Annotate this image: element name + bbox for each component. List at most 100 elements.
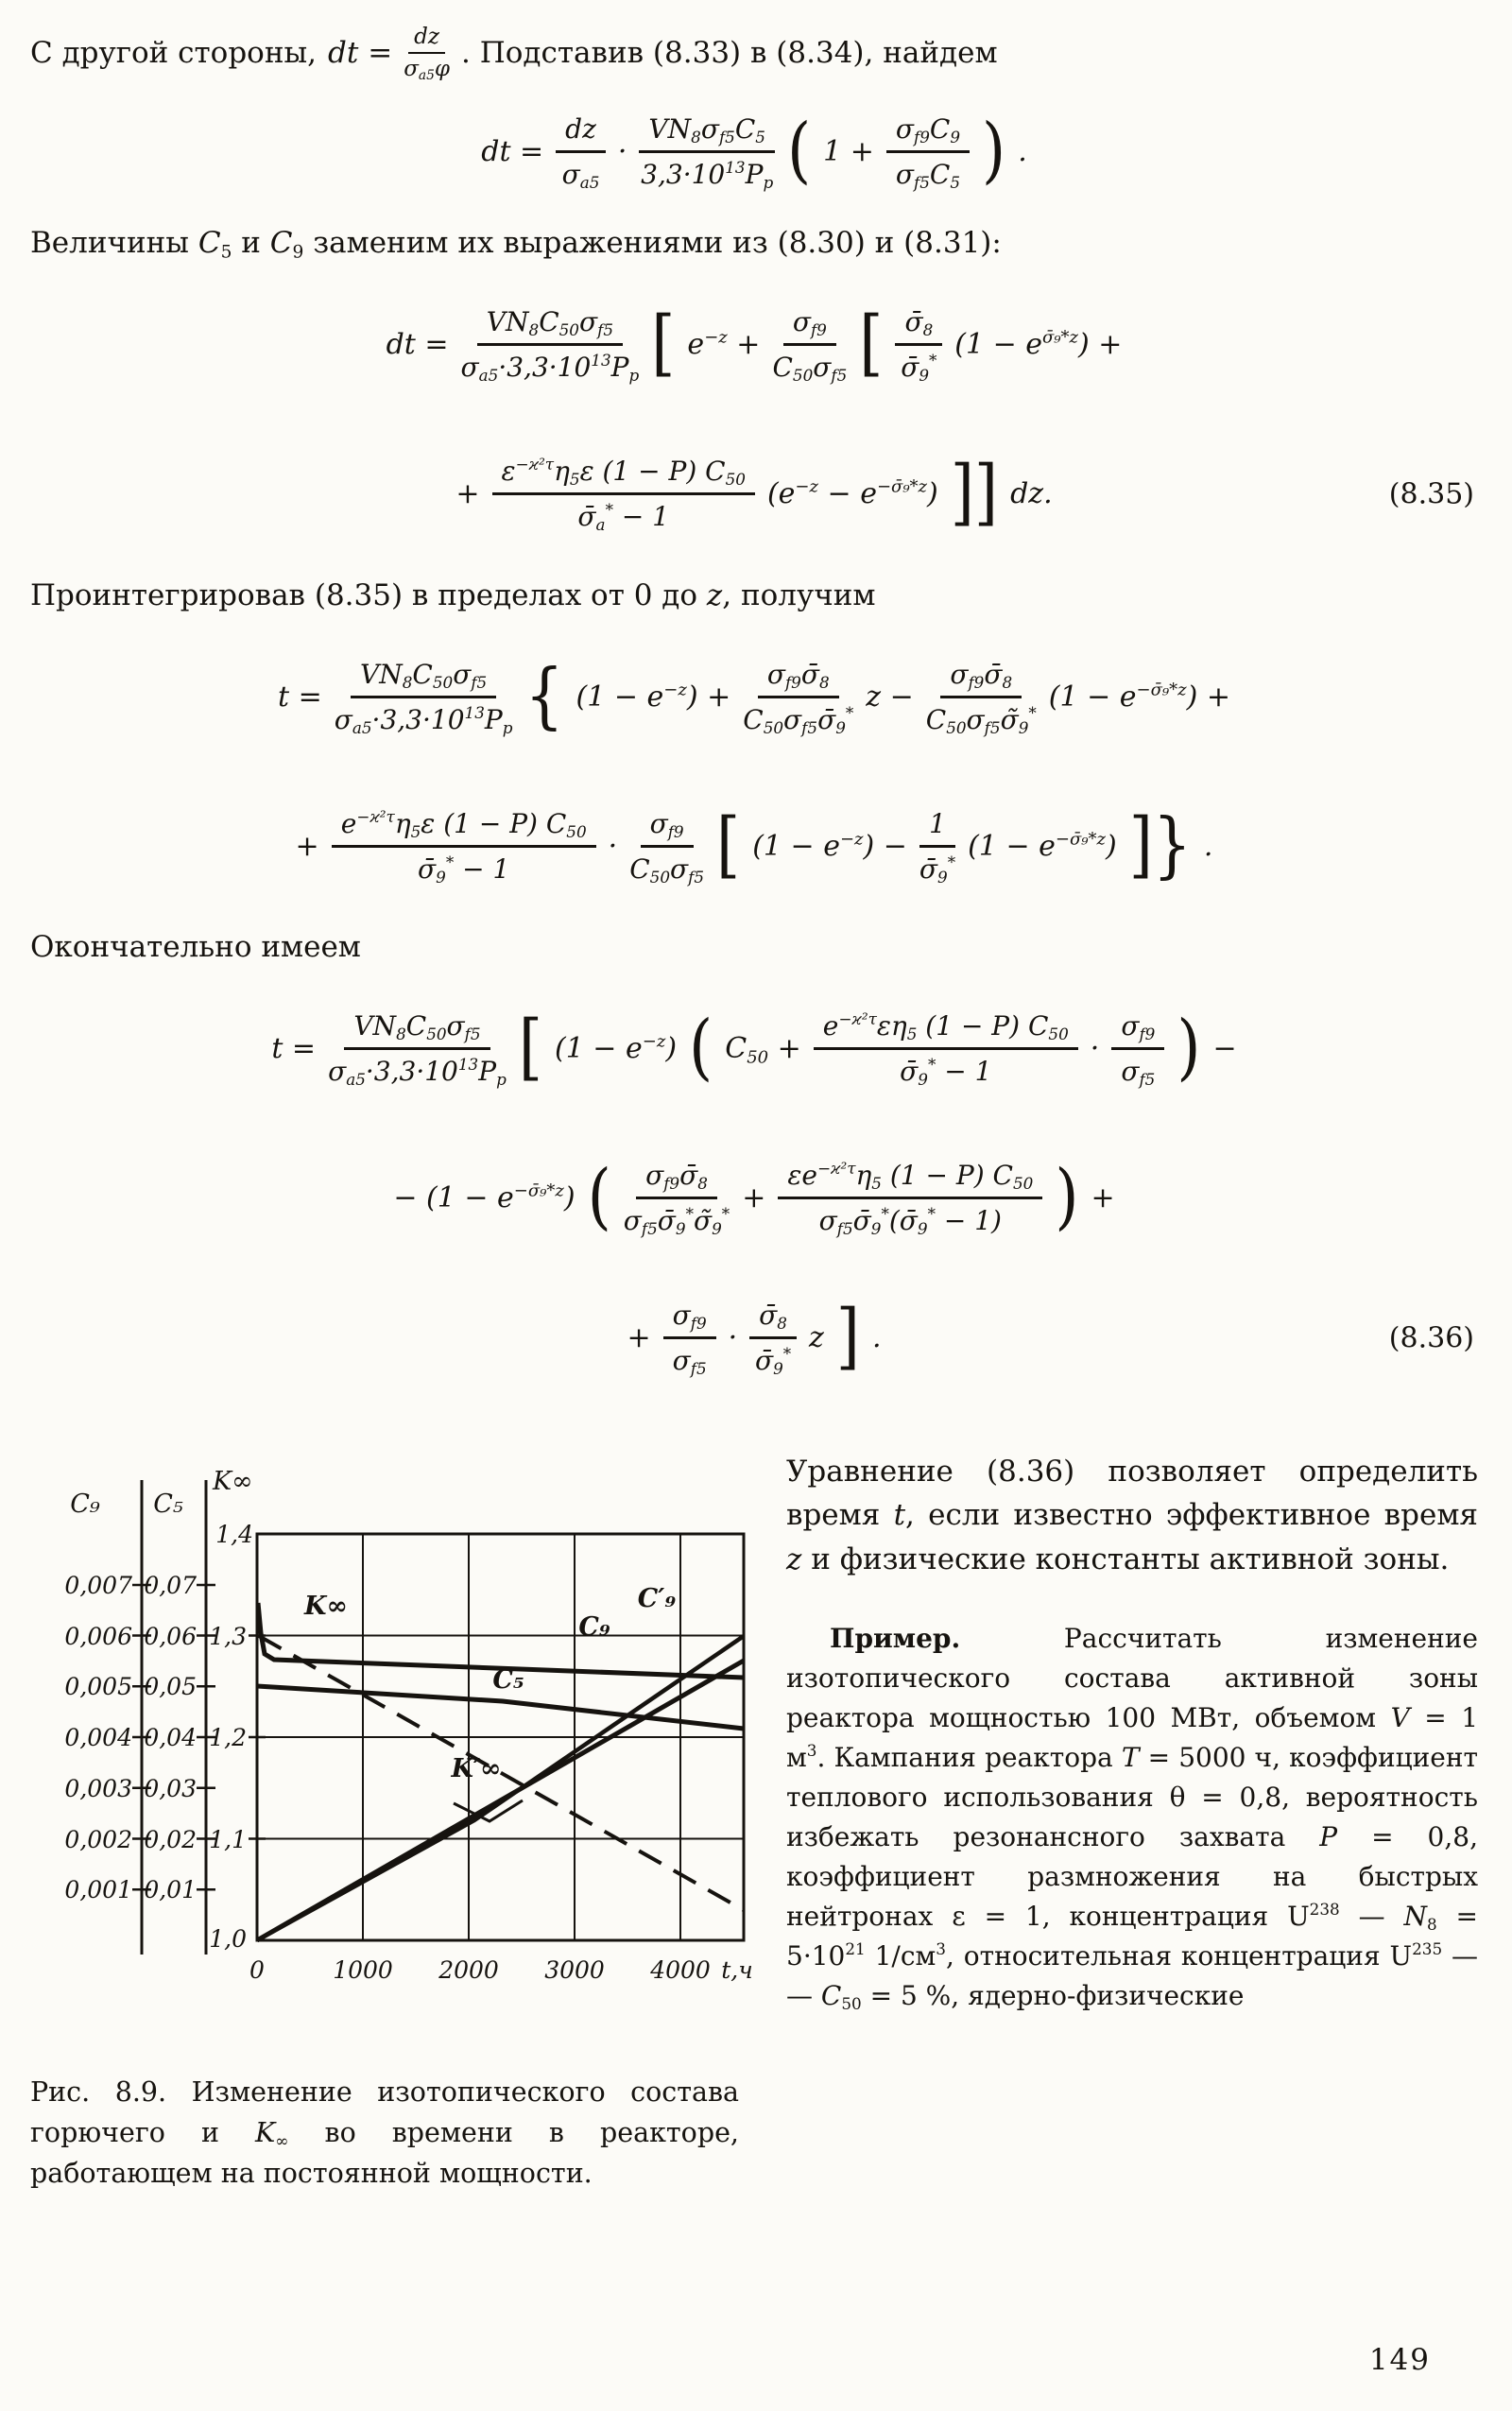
fraction-numerator: σf9	[782, 306, 836, 346]
math-token: ·	[1090, 1032, 1100, 1065]
big-bracket: ]}	[1128, 802, 1192, 887]
tick-label-c9: 0,005	[64, 1673, 132, 1700]
fraction-numerator: σ̄8	[749, 1300, 797, 1339]
tick-label-c9: 0,004	[64, 1724, 132, 1751]
tick-label-x: 1000	[333, 1956, 393, 1984]
tick-label-c9: 0,006	[64, 1623, 132, 1650]
tick-label-c5: 0,06	[144, 1623, 197, 1650]
fraction-numerator: σf9σ̄8	[636, 1160, 717, 1199]
tick-label-k: 1,1	[209, 1826, 247, 1853]
fraction-denominator: σ̄9* − 1	[418, 852, 510, 887]
fraction: 1 σ̄9*	[919, 808, 955, 885]
fraction-denominator: σf5	[672, 1345, 707, 1379]
fraction-numerator: VN8C50σf5	[476, 306, 623, 346]
fraction: σf9σ̄8 C50σf5σ̃9*	[926, 659, 1037, 735]
text-run: . Подставив (8.33) в (8.34), найдем	[461, 36, 998, 70]
fraction: dz σa5φ	[404, 25, 450, 82]
equation-first: dt = dz σa5 · VN8σf5C5 3,3·1013Pp ( 1 + σf…	[30, 91, 1478, 212]
fraction: VN8C50σf5 σa5·3,3·1013Pp	[335, 659, 513, 735]
paragraph-finally: Окончательно имеем	[30, 930, 361, 964]
fraction-numerator: VN8C50σf5	[350, 659, 497, 698]
example-label: Пример.	[830, 1623, 961, 1654]
math-token: (1 − e−z) −	[752, 828, 907, 863]
tick-label-k: 1,4	[215, 1521, 253, 1548]
fraction-denominator: σf5	[1121, 1056, 1156, 1090]
math-token: ·	[728, 1321, 738, 1354]
fraction: e−ϰ²τη5ε (1 − P) C50 σ̄9* − 1	[331, 808, 596, 887]
curve-label-c9: C₉	[578, 1612, 610, 1642]
fraction-denominator: σ̄9*	[919, 852, 956, 887]
axis-title-c5: C₅	[153, 1490, 183, 1519]
math-token: .	[871, 1321, 882, 1354]
fraction-denominator: σa5·3,3·1013Pp	[328, 1055, 507, 1090]
fraction-numerator: σf9C9	[885, 113, 971, 153]
fraction: σf9 C50σf5	[629, 808, 704, 885]
equation-integrated-line-1: t = VN8C50σf5 σa5·3,3·1013Pp { (1 − e−z) …	[30, 627, 1478, 766]
x-axis-unit-label: t,ч	[721, 1956, 753, 1984]
equation-8-35-line-2: + ε−ϰ²τη5ε (1 − P) C50 σ̄a* − 1 (e−z − e−…	[30, 424, 1478, 564]
fraction: VN8σf5C5 3,3·1013Pp	[639, 113, 775, 190]
fraction-denominator: σf5σ̄9*σ̃9*	[623, 1204, 730, 1239]
tick-label-c9: 0,001	[64, 1876, 132, 1903]
curve-label-kinf: K∞	[303, 1592, 348, 1621]
curve-kinf-prime-dashed	[258, 1633, 745, 1912]
big-bracket: [	[651, 301, 676, 386]
fraction: σ̄8 σ̄9*	[895, 306, 943, 386]
math-token: (1 − e−z)	[554, 1031, 678, 1065]
bottom-section: C₉ C₅ K∞ 0,007 0,006 0,005 0,004 0,003 0…	[30, 1444, 1478, 2195]
tick-label-x: 3000	[544, 1956, 605, 1984]
fraction-denominator: C50σf5	[772, 352, 848, 386]
fraction-numerator: dz	[556, 113, 606, 153]
fraction-denominator: σa5	[561, 158, 600, 192]
fraction-numerator: VN8C50σf5	[344, 1010, 490, 1050]
big-bracket: (	[587, 1155, 611, 1239]
math-token: −	[1212, 1032, 1237, 1065]
fraction-numerator: σf9	[640, 808, 694, 848]
fraction-denominator: σ̄9*	[901, 351, 937, 386]
tick-label-c5: 0,01	[144, 1876, 197, 1903]
fraction-numerator: ε−ϰ²τη5ε (1 − P) C50	[491, 456, 755, 495]
math-token: 1 +	[823, 134, 874, 168]
right-column: Уравнение (8.36) позволяет определить вр…	[777, 1444, 1478, 2195]
equation-8-36-line-3: + σf9 σf5 · σ̄8 σ̄9* z ] . (8.36)	[30, 1278, 1478, 1399]
math-token: (1 − e−σ̄₉*z) +	[1048, 679, 1230, 714]
fraction: σf9C9 σf5C5	[885, 113, 971, 192]
math-token: t =	[278, 680, 322, 714]
big-bracket: (	[689, 1006, 713, 1090]
axis-title-kinf: K∞	[212, 1467, 253, 1496]
text-run: С другой стороны,	[30, 36, 318, 70]
fraction-denominator: σf5C5	[895, 158, 961, 192]
curve-label-c9-prime: C′₉	[638, 1584, 677, 1613]
fraction-denominator: σa5·3,3·1013Pp	[334, 702, 513, 737]
big-bracket: [	[518, 1006, 542, 1090]
tick-label-k: 1,2	[209, 1724, 247, 1751]
big-bracket: )	[1177, 1006, 1201, 1090]
math-token: (1 − eσ̄₉*z) +	[954, 327, 1123, 361]
fraction: σf9σ̄8 C50σf5σ̄9*	[743, 659, 853, 735]
fraction-numerator: σ̄8	[895, 306, 943, 346]
big-bracket: ]	[835, 1295, 860, 1379]
math-token: (1 − e−σ̄₉*z)	[968, 828, 1117, 863]
example-text: Рассчитать изменение изотопического сост…	[786, 1623, 1479, 2014]
curve-label-kinf-prime: K′∞	[450, 1754, 501, 1783]
fraction-denominator: C50σf5	[629, 852, 705, 887]
equation-8-35-line-1: dt = VN8C50σf5 σa5·3,3·1013Pp [ e−z + σf9…	[30, 275, 1478, 415]
paragraph-velichiny: Величины C5 и C9 заменим их выражениями …	[30, 226, 1002, 263]
math-token: (e−z − e−σ̄₉*z)	[766, 476, 938, 510]
fraction: dz σa5	[556, 113, 606, 190]
math-token: +	[455, 477, 480, 510]
fraction-numerator: σf9	[1111, 1010, 1165, 1050]
math-token: +	[627, 1321, 651, 1354]
math-token: +	[295, 829, 319, 863]
math-token: e−z +	[687, 327, 761, 361]
fraction: ε−ϰ²τη5ε (1 − P) C50 σ̄a* − 1	[491, 456, 755, 532]
paragraph-integrate: Проинтегрировав (8.35) в пределах от 0 д…	[30, 577, 876, 612]
equation-8-36-line-2: − (1 − e−σ̄₉*z) ( σf9σ̄8 σf5σ̄9*σ̃9* + εe…	[30, 1128, 1478, 1268]
math-token: dt =	[386, 328, 449, 361]
fraction: σ̄8 σ̄9*	[749, 1300, 797, 1376]
fraction-denominator: C50σf5σ̃9*	[925, 702, 1037, 737]
tick-label-c5: 0,02	[144, 1826, 197, 1853]
tick-label-c5: 0,03	[144, 1775, 197, 1802]
math-token: ·	[617, 134, 627, 168]
